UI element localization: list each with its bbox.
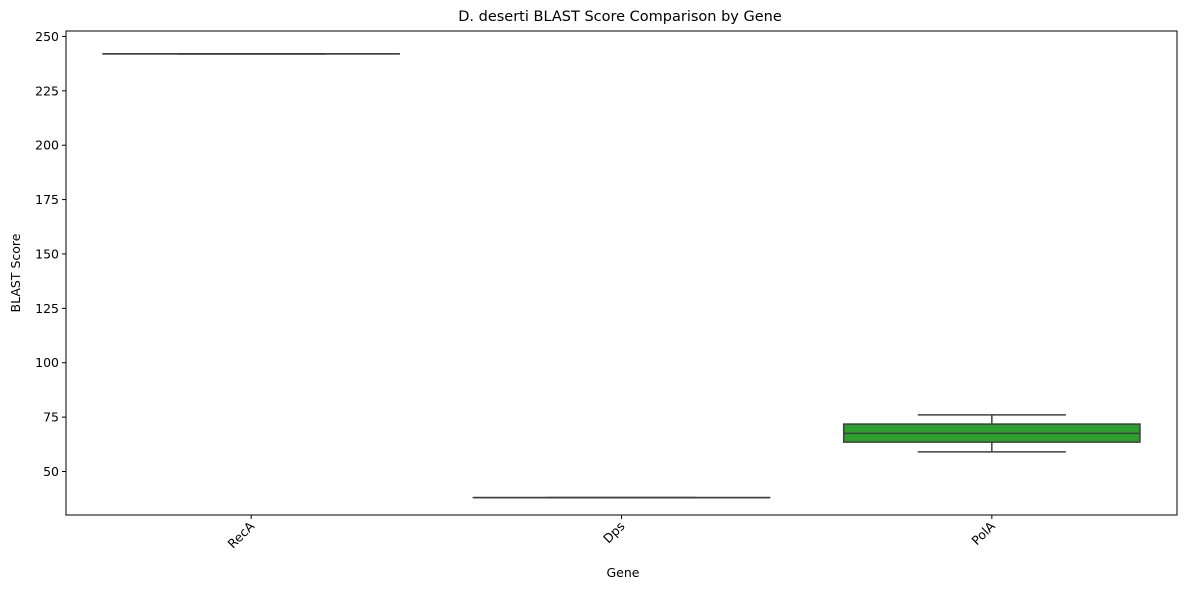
y-axis: 50 75 100 125 150 175 200 225 250 [35,29,66,479]
chart-title: D. deserti BLAST Score Comparison by Gen… [458,9,782,25]
x-axis-label: Gene [607,565,640,580]
y-tick-label: 100 [35,355,59,370]
y-tick-label: 150 [35,246,59,261]
y-tick-label: 225 [35,83,59,98]
x-tick-label: RecA [225,518,258,551]
y-tick-label: 50 [43,464,59,479]
y-tick-label: 250 [35,29,59,44]
y-tick-label: 75 [43,410,59,425]
x-axis: RecA Dps PolA [225,515,999,551]
y-axis-label: BLAST Score [8,233,23,312]
x-tick-label: Dps [600,519,628,547]
y-tick-label: 125 [35,301,59,316]
y-tick-label: 200 [35,138,59,153]
box-pola [844,415,1140,452]
plot-area [66,31,1177,515]
y-tick-label: 175 [35,192,59,207]
x-tick-label: PolA [968,518,998,548]
